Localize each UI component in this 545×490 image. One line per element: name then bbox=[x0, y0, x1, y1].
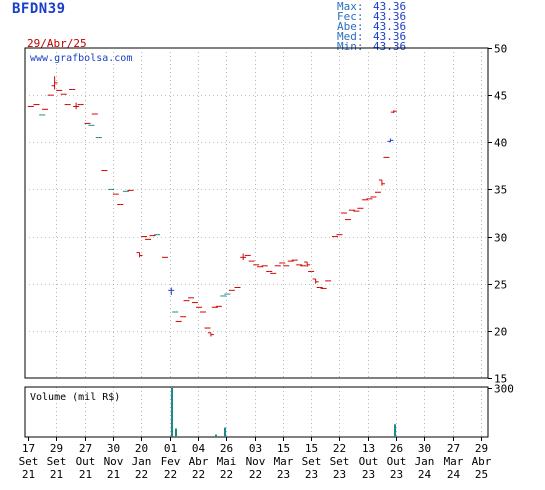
price-point bbox=[136, 252, 143, 258]
price-y-tick-label: 20 bbox=[494, 326, 507, 339]
volume-bar bbox=[171, 388, 173, 437]
x-tick-label: Out bbox=[359, 455, 379, 468]
stat-max: Max: 43.36 bbox=[337, 0, 407, 13]
x-tick-label: 21 bbox=[107, 468, 120, 481]
price-panel bbox=[24, 47, 489, 379]
x-tick-label: 30 bbox=[107, 442, 120, 455]
x-tick-label: Fev bbox=[161, 455, 181, 468]
volume-bar bbox=[394, 424, 396, 437]
x-tick-label: 17 bbox=[22, 442, 35, 455]
x-tick-label: 22 bbox=[220, 468, 233, 481]
x-tick-label: 23 bbox=[362, 468, 375, 481]
x-tick-label: Jan bbox=[415, 455, 435, 468]
price-y-tick-label: 35 bbox=[494, 184, 507, 197]
price-y-tick-label: 15 bbox=[494, 373, 507, 386]
x-tick-label: Set bbox=[330, 455, 350, 468]
volume-title: Volume (mil R$) bbox=[30, 392, 120, 403]
x-tick-label: 23 bbox=[277, 468, 290, 481]
stat-close: Fec: 43.36 bbox=[337, 10, 407, 23]
quote-date: 29/Abr/25 bbox=[27, 37, 87, 50]
x-tick-label: 15 bbox=[305, 442, 318, 455]
price-point bbox=[73, 102, 80, 110]
ticker-symbol: BFDN39 bbox=[12, 1, 66, 17]
x-tick-label: 23 bbox=[390, 468, 403, 481]
volume-bar bbox=[224, 427, 226, 437]
x-tick-label: Abr bbox=[189, 455, 209, 468]
x-tick-label: 22 bbox=[164, 468, 177, 481]
x-tick-label: 23 bbox=[305, 468, 318, 481]
x-tick-label: 29 bbox=[50, 442, 63, 455]
price-point bbox=[390, 110, 397, 114]
x-tick-label: 21 bbox=[50, 468, 63, 481]
price-y-tick-label: 30 bbox=[494, 232, 507, 245]
x-tick-label: Nov bbox=[246, 455, 266, 468]
x-tick-label: Set bbox=[19, 455, 39, 468]
price-point bbox=[304, 261, 311, 267]
x-tick-label: 04 bbox=[192, 442, 206, 455]
x-tick-label: 22 bbox=[333, 442, 346, 455]
price-y-axis: 15 20 25 30 35 40 45 50 bbox=[488, 43, 507, 386]
price-series bbox=[27, 76, 397, 337]
x-tick-label: 21 bbox=[79, 468, 92, 481]
price-point bbox=[168, 287, 175, 296]
x-tick-label: 26 bbox=[220, 442, 233, 455]
x-tick-label: 23 bbox=[333, 468, 346, 481]
volume-bar bbox=[175, 428, 177, 437]
x-tick-label: Out bbox=[387, 455, 407, 468]
x-tick-label: Out bbox=[76, 455, 96, 468]
volume-series bbox=[171, 388, 396, 437]
x-tick-label: 24 bbox=[418, 468, 432, 481]
x-tick-label: 13 bbox=[362, 442, 375, 455]
x-tick-label: 22 bbox=[192, 468, 205, 481]
x-tick-label: 27 bbox=[79, 442, 92, 455]
x-tick-label: 20 bbox=[135, 442, 148, 455]
x-tick-label: 15 bbox=[277, 442, 290, 455]
x-tick-label: 27 bbox=[447, 442, 460, 455]
x-tick-label: 01 bbox=[164, 442, 177, 455]
volume-panel-frame bbox=[24, 386, 489, 438]
stat-open: Abe: 43.36 bbox=[337, 20, 407, 33]
x-tick-label: Mar bbox=[274, 455, 294, 468]
price-y-tick-label: 50 bbox=[494, 43, 507, 56]
price-point bbox=[378, 179, 385, 186]
price-y-tick-label: 45 bbox=[494, 90, 507, 103]
x-tick-label: 29 bbox=[475, 442, 488, 455]
volume-bar bbox=[215, 434, 217, 437]
price-point bbox=[312, 278, 319, 284]
price-y-tick-label: 40 bbox=[494, 137, 507, 150]
x-tick-label: Jan bbox=[132, 455, 152, 468]
watermark: www.grafbolsa.com bbox=[30, 53, 132, 64]
stat-average: Med: 43.36 bbox=[337, 30, 407, 43]
stat-min: Min: 43.36 bbox=[337, 40, 407, 53]
x-tick-label: Mai bbox=[217, 455, 237, 468]
volume-y-tick-label: 300 bbox=[494, 383, 514, 396]
x-tick-label: 25 bbox=[475, 468, 488, 481]
x-tick-label: Set bbox=[302, 455, 322, 468]
price-point bbox=[387, 138, 394, 143]
price-point bbox=[51, 76, 58, 90]
x-tick-label: 30 bbox=[418, 442, 431, 455]
x-tick-label: Mar bbox=[444, 455, 464, 468]
volume-panel bbox=[24, 386, 489, 438]
x-tick-label: 21 bbox=[22, 468, 35, 481]
x-tick-label: 26 bbox=[390, 442, 403, 455]
x-tick-label: 03 bbox=[249, 442, 262, 455]
price-stats: Max: 43.36 Fec: 43.36 Abe: 43.36 Med: 43.36 … bbox=[337, 0, 407, 53]
x-tick-label: Nov bbox=[104, 455, 124, 468]
price-point bbox=[240, 253, 247, 261]
x-tick-label: 24 bbox=[447, 468, 461, 481]
x-tick-label: Abr bbox=[472, 455, 492, 468]
x-tick-label: 22 bbox=[135, 468, 148, 481]
x-tick-label: 22 bbox=[249, 468, 262, 481]
price-y-tick-label: 25 bbox=[494, 279, 507, 292]
volume-y-axis: 300 bbox=[488, 383, 514, 396]
price-grid bbox=[25, 48, 488, 437]
price-point bbox=[207, 332, 214, 337]
x-axis: 17Set2129Set2127Out2130Nov2120Jan2201Fev… bbox=[19, 437, 492, 481]
x-tick-label: Set bbox=[47, 455, 67, 468]
price-panel-frame bbox=[24, 47, 489, 379]
